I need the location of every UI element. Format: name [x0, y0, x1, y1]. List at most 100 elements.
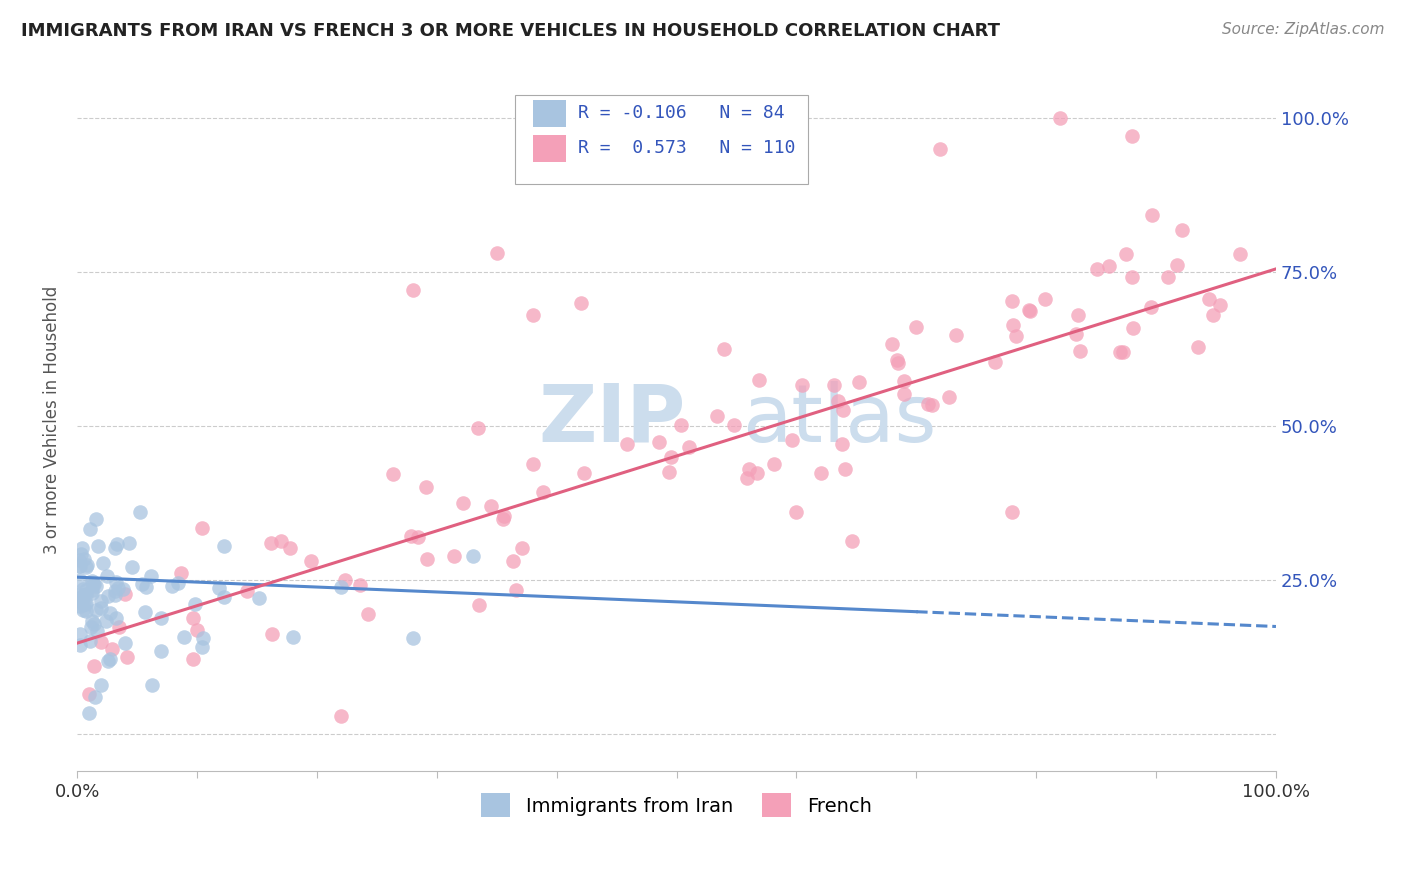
Text: R = -0.106   N = 84: R = -0.106 N = 84	[578, 103, 785, 122]
Point	[834, 462, 856, 476]
Point	[84, 690, 107, 705]
Point	[270, 533, 292, 548]
Point	[139, 568, 162, 582]
Point	[1001, 294, 1024, 309]
Point	[69, 627, 91, 641]
Point	[983, 354, 1005, 368]
Point	[181, 652, 204, 666]
Point	[100, 642, 122, 657]
Point	[72, 598, 94, 612]
Point	[938, 390, 960, 404]
Point	[1064, 326, 1087, 341]
Point	[118, 535, 141, 549]
Point	[886, 353, 908, 368]
Point	[738, 462, 761, 476]
Point	[510, 541, 533, 555]
Point	[357, 607, 380, 621]
Point	[236, 584, 259, 599]
Point	[1202, 309, 1225, 323]
Point	[247, 591, 270, 605]
Point	[67, 587, 90, 601]
Point	[75, 560, 97, 574]
Point	[522, 308, 544, 322]
Point	[90, 594, 112, 608]
Point	[149, 643, 172, 657]
Point	[468, 598, 491, 612]
Point	[83, 577, 105, 591]
Point	[659, 450, 682, 465]
Y-axis label: 3 or more Vehicles in Household: 3 or more Vehicles in Household	[44, 285, 60, 554]
Point	[1187, 340, 1209, 354]
Point	[72, 582, 94, 597]
Point	[97, 590, 120, 604]
Point	[150, 611, 173, 625]
Point	[823, 378, 845, 392]
Point	[114, 587, 136, 601]
Point	[329, 580, 352, 594]
Point	[1069, 344, 1091, 359]
Point	[1166, 258, 1188, 272]
Point	[107, 620, 129, 634]
Point	[831, 437, 853, 451]
Point	[105, 611, 128, 625]
Point	[91, 556, 114, 570]
Point	[70, 593, 93, 607]
Point	[522, 457, 544, 471]
Point	[114, 635, 136, 649]
Point	[335, 574, 357, 588]
Point	[1109, 344, 1132, 359]
Text: atlas: atlas	[742, 381, 936, 459]
Point	[669, 418, 692, 433]
Point	[1098, 259, 1121, 273]
Point	[706, 409, 728, 424]
Point	[75, 604, 97, 618]
Point	[115, 649, 138, 664]
Text: Source: ZipAtlas.com: Source: ZipAtlas.com	[1222, 22, 1385, 37]
Point	[131, 577, 153, 591]
Point	[212, 590, 235, 604]
Point	[569, 295, 592, 310]
Point	[831, 402, 853, 417]
Point	[616, 437, 638, 451]
Point	[260, 536, 283, 550]
Point	[349, 578, 371, 592]
Point	[104, 583, 127, 598]
Legend: Immigrants from Iran, French: Immigrants from Iran, French	[474, 786, 880, 825]
Point	[329, 709, 352, 723]
Point	[72, 541, 94, 556]
Point	[75, 582, 97, 597]
Point	[1115, 246, 1137, 260]
Point	[67, 553, 90, 567]
Point	[134, 606, 156, 620]
Point	[1209, 298, 1232, 312]
Point	[190, 521, 212, 535]
Point	[191, 640, 214, 655]
Point	[207, 582, 229, 596]
Point	[406, 530, 429, 544]
Point	[82, 583, 104, 598]
Point	[76, 558, 98, 573]
Point	[72, 603, 94, 617]
Point	[75, 596, 97, 610]
Point	[1157, 270, 1180, 285]
Point	[780, 434, 803, 448]
Point	[141, 677, 163, 691]
Point	[87, 539, 110, 553]
Point	[453, 496, 475, 510]
Point	[281, 631, 304, 645]
Point	[67, 558, 90, 573]
Point	[98, 652, 121, 666]
Point	[260, 627, 283, 641]
Point	[299, 554, 322, 568]
Point	[184, 597, 207, 611]
Point	[128, 505, 150, 519]
Point	[416, 552, 439, 566]
Text: ZIP: ZIP	[538, 381, 686, 459]
Point	[531, 485, 554, 500]
Point	[186, 623, 208, 637]
Point	[443, 549, 465, 563]
Point	[84, 603, 107, 617]
Point	[737, 471, 759, 485]
Point	[945, 328, 967, 343]
Point	[1121, 129, 1143, 144]
